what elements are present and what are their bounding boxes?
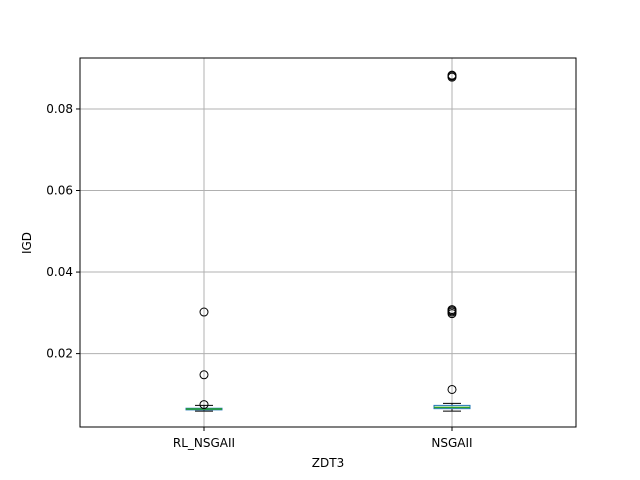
y-tick-label: 0.02 <box>46 347 73 361</box>
box-nsgaii <box>433 70 471 412</box>
outlier-point <box>447 305 457 315</box>
box-rl-nsgaii <box>185 307 223 412</box>
outlier-point <box>199 400 209 410</box>
outlier-point <box>447 384 457 394</box>
outlier-point <box>199 307 209 317</box>
grid-lines <box>80 58 576 427</box>
plot-area-frame <box>79 57 577 428</box>
axis-ticks: 0.02 0.04 0.06 0.08 RL_NSGAII NSGAII <box>46 102 472 450</box>
y-tick-label: 0.06 <box>46 184 73 198</box>
outlier-point <box>447 70 457 80</box>
outlier-point <box>199 370 209 380</box>
y-axis-label: IGD <box>20 232 34 254</box>
x-tick-label-rl-nsgaii: RL_NSGAII <box>173 436 235 450</box>
x-axis-label: ZDT3 <box>312 456 344 470</box>
y-tick-label: 0.04 <box>46 265 73 279</box>
x-tick-label-nsgaii: NSGAII <box>431 436 472 450</box>
y-tick-label: 0.08 <box>46 102 73 116</box>
boxes <box>185 70 471 412</box>
